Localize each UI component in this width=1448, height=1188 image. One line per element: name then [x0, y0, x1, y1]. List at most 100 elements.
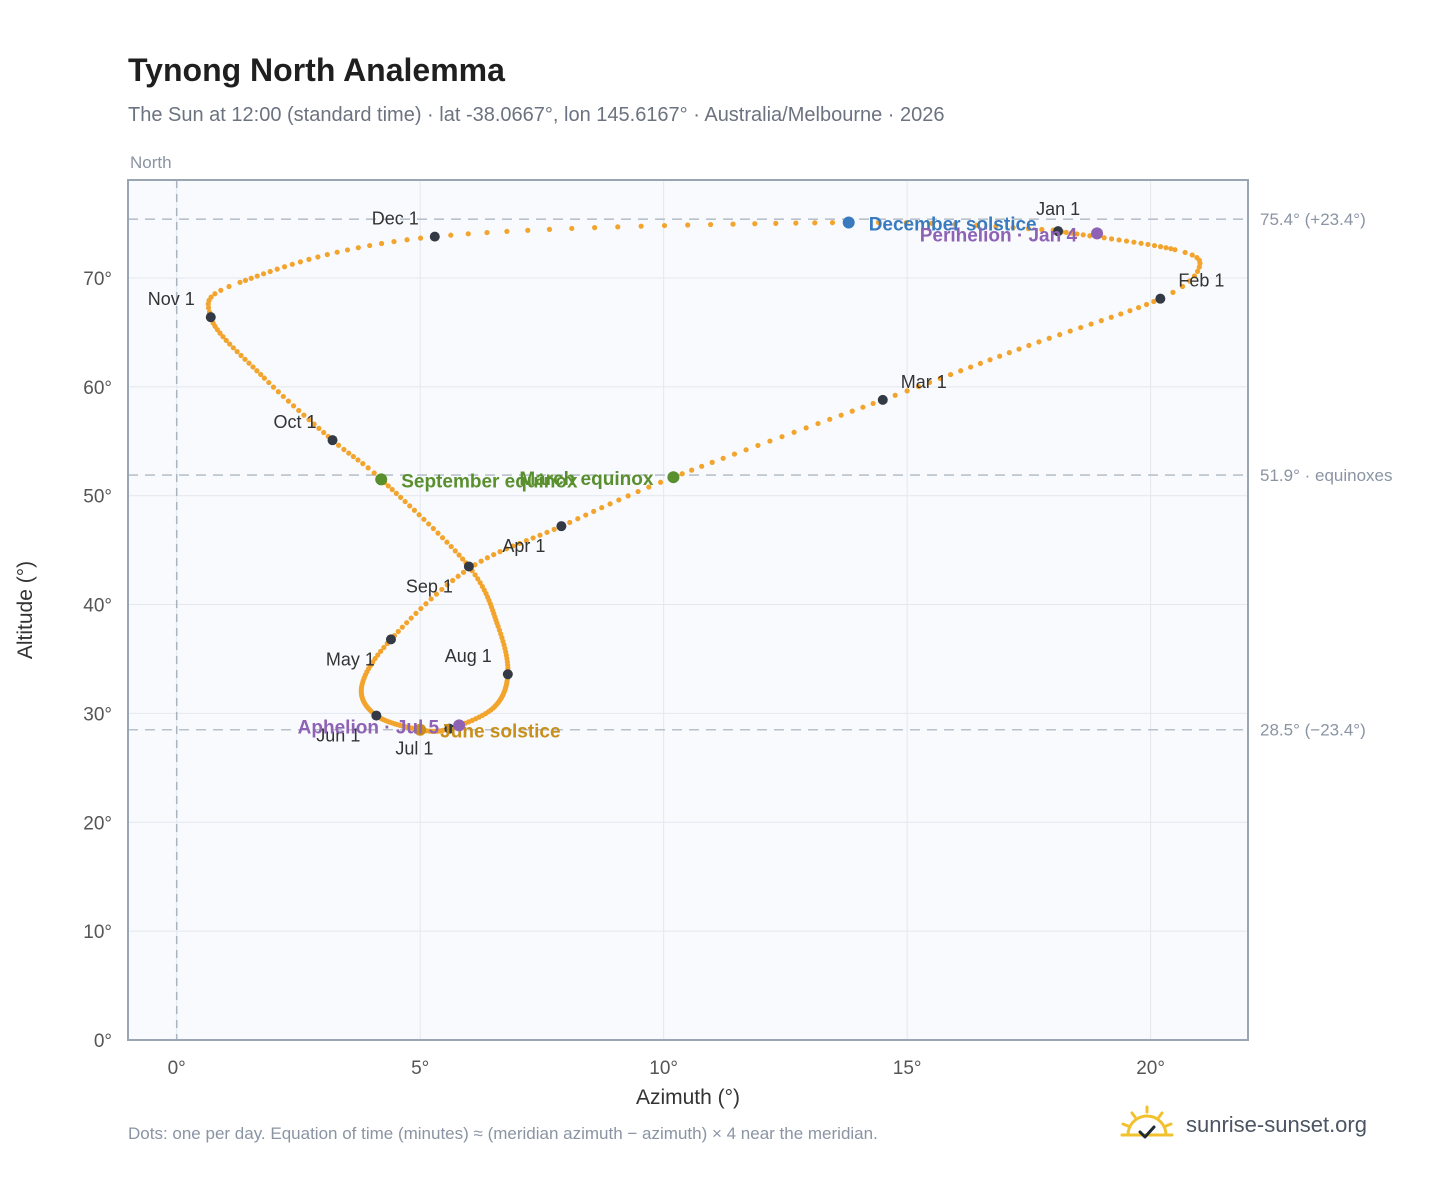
analemma-day-dot — [234, 349, 240, 355]
analemma-day-dot — [378, 648, 384, 654]
analemma-day-dot — [1046, 335, 1052, 341]
analemma-day-dot — [987, 357, 993, 363]
analemma-day-dot — [803, 425, 809, 431]
analemma-day-dot — [242, 277, 249, 283]
analemma-day-dot — [391, 238, 397, 245]
event-marker — [414, 723, 427, 736]
analemma-day-dot — [791, 429, 797, 435]
analemma-day-dot — [478, 558, 484, 564]
chart-subtitle: The Sun at 12:00 (standard time) · lat -… — [128, 104, 945, 126]
analemma-day-dot — [635, 488, 641, 495]
month-marker-label: Mar 1 — [901, 372, 947, 392]
analemma-day-dot — [1172, 247, 1178, 253]
analemma-day-dot — [477, 580, 483, 586]
analemma-day-dot — [926, 379, 933, 386]
analemma-day-dot — [385, 483, 391, 489]
event-label: Aphelion · Jul 5 — [298, 717, 440, 738]
analemma-day-dot — [699, 463, 705, 469]
analemma-day-dot — [311, 421, 317, 427]
analemma-day-dot — [860, 404, 866, 410]
analemma-day-dot — [375, 652, 381, 658]
analemma-day-dot — [1063, 229, 1069, 235]
analemma-day-dot — [1138, 240, 1144, 246]
analemma-day-dot — [227, 341, 233, 347]
analemma-day-dot — [423, 601, 429, 607]
brand-logo[interactable]: sunrise-sunset.org — [1120, 1100, 1367, 1150]
analemma-day-dot — [360, 461, 366, 467]
analemma-day-dot — [460, 569, 467, 575]
analemma-day-dot — [904, 388, 910, 394]
analemma-day-dot — [479, 583, 485, 590]
sun-check-icon — [1120, 1105, 1174, 1139]
analemma-day-dot — [1078, 324, 1084, 331]
month-marker — [429, 231, 440, 242]
month-marker — [1053, 226, 1064, 237]
month-marker — [1155, 293, 1166, 304]
y-tick-label: 0° — [94, 1031, 112, 1052]
month-marker-label: Sep 1 — [406, 576, 453, 596]
analemma-day-dot — [430, 525, 436, 532]
analemma-day-dot — [1151, 298, 1157, 305]
analemma-day-dot — [456, 552, 462, 558]
analemma-day-dot — [743, 447, 749, 453]
analemma-day-dot — [218, 287, 224, 293]
analemma-day-dot — [250, 364, 256, 370]
analemma-day-dot — [707, 221, 714, 228]
analemma-day-dot — [1123, 238, 1130, 244]
month-marker-label: Feb 1 — [1178, 271, 1224, 291]
reference-line-label: 75.4° (+23.4°) — [1260, 210, 1366, 229]
analemma-day-dot — [1145, 241, 1151, 248]
analemma-day-dot — [1196, 264, 1202, 270]
event-marker — [375, 473, 388, 486]
x-tick-label: 5° — [411, 1058, 429, 1079]
analemma-day-dot — [958, 368, 964, 374]
analemma-day-dot — [755, 442, 761, 449]
analemma-day-dot — [315, 254, 321, 260]
analemma-day-dot — [395, 628, 401, 635]
analemma-day-dot — [685, 222, 691, 228]
event-label: December solstice — [869, 214, 1037, 235]
analemma-day-dot — [1163, 245, 1169, 251]
analemma-day-dot — [444, 582, 450, 588]
x-tick-label: 20° — [1136, 1058, 1165, 1079]
analemma-day-dot — [973, 222, 980, 228]
analemma-day-dot — [937, 375, 943, 382]
analemma-day-dot — [275, 389, 281, 395]
month-marker — [371, 710, 382, 721]
analemma-day-dot — [460, 556, 466, 562]
month-marker — [327, 435, 338, 446]
analemma-day-dot — [418, 605, 424, 612]
analemma-day-dot — [591, 508, 597, 514]
analemma-day-dot — [569, 225, 575, 232]
analemma-day-dot — [365, 465, 371, 471]
analemma-day-dot — [1157, 244, 1164, 250]
analemma-day-dot — [301, 412, 307, 418]
analemma-day-dot — [350, 453, 356, 460]
analemma-day-dot — [334, 249, 340, 255]
analemma-day-dot — [997, 353, 1003, 359]
x-tick-label: 0° — [168, 1058, 186, 1079]
analemma-day-dot — [324, 251, 330, 258]
analemma-day-dot — [439, 586, 445, 593]
analemma-day-dot — [381, 644, 387, 651]
x-axis-title: Azimuth (°) — [636, 1086, 740, 1109]
analemma-day-dot — [993, 223, 999, 230]
analemma-day-dot — [417, 235, 424, 241]
analemma-day-dot — [646, 484, 652, 490]
analemma-day-dot — [433, 591, 440, 597]
analemma-day-dot — [404, 620, 410, 626]
analemma-day-dot — [238, 352, 244, 359]
analemma-day-dot — [306, 417, 312, 423]
analemma-day-dot — [465, 231, 471, 237]
analemma-day-dot — [346, 450, 352, 456]
analemma-day-dot — [230, 345, 236, 351]
analemma-day-dot — [355, 245, 361, 251]
analemma-day-dot — [1194, 268, 1201, 274]
month-marker — [877, 394, 888, 405]
analemma-day-dot — [709, 459, 715, 465]
plot-frame — [127, 179, 1249, 1041]
reference-line-label: 51.9° · equinoxes — [1260, 466, 1393, 485]
analemma-day-dot — [428, 596, 434, 602]
analemma-day-dot — [290, 403, 297, 409]
month-marker — [205, 312, 216, 323]
